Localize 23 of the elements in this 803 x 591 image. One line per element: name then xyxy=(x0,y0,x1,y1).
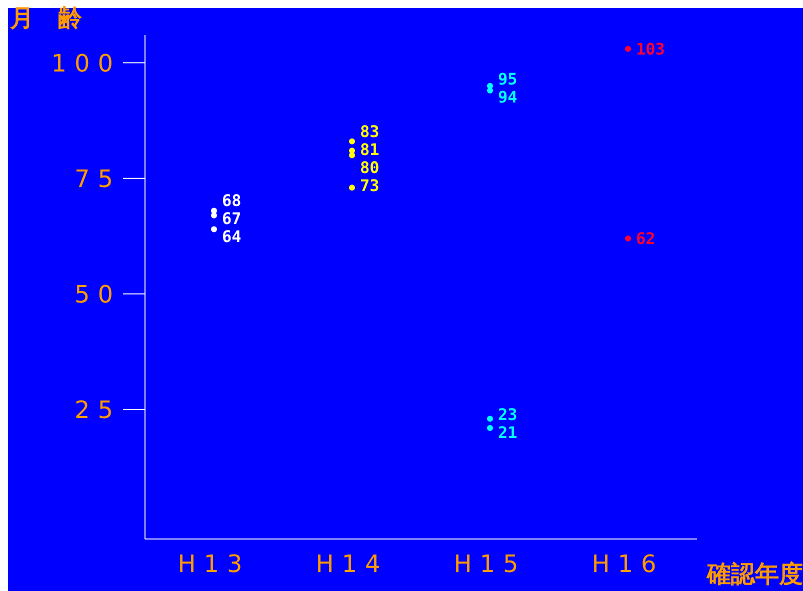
data-label: 21 xyxy=(498,422,518,442)
data-label: 62 xyxy=(636,228,656,248)
data-label: 94 xyxy=(498,88,518,107)
data-label: 103 xyxy=(636,39,665,58)
x-tick-label: H14 xyxy=(316,550,388,578)
data-label: 80 xyxy=(360,158,380,178)
y-tick-label: 75 xyxy=(74,164,121,193)
data-label: 95 xyxy=(498,70,518,89)
data-label: 68 xyxy=(222,190,242,210)
x-tick-label: H13 xyxy=(178,550,250,578)
y-tick-label: 100 xyxy=(51,49,121,78)
y-tick-label: 25 xyxy=(74,396,121,424)
data-label: 64 xyxy=(222,226,242,246)
data-label: 83 xyxy=(360,122,380,142)
x-tick-label: H15 xyxy=(454,550,526,578)
data-label: 67 xyxy=(222,208,242,228)
y-axis-title: 月 齢 xyxy=(10,3,82,34)
data-label: 81 xyxy=(360,140,380,160)
y-tick-label: 50 xyxy=(74,280,121,308)
data-label: 73 xyxy=(360,176,380,196)
data-label: 23 xyxy=(498,404,518,424)
x-axis-title: 確認年度 xyxy=(707,559,803,590)
x-tick-label: H16 xyxy=(592,550,664,578)
